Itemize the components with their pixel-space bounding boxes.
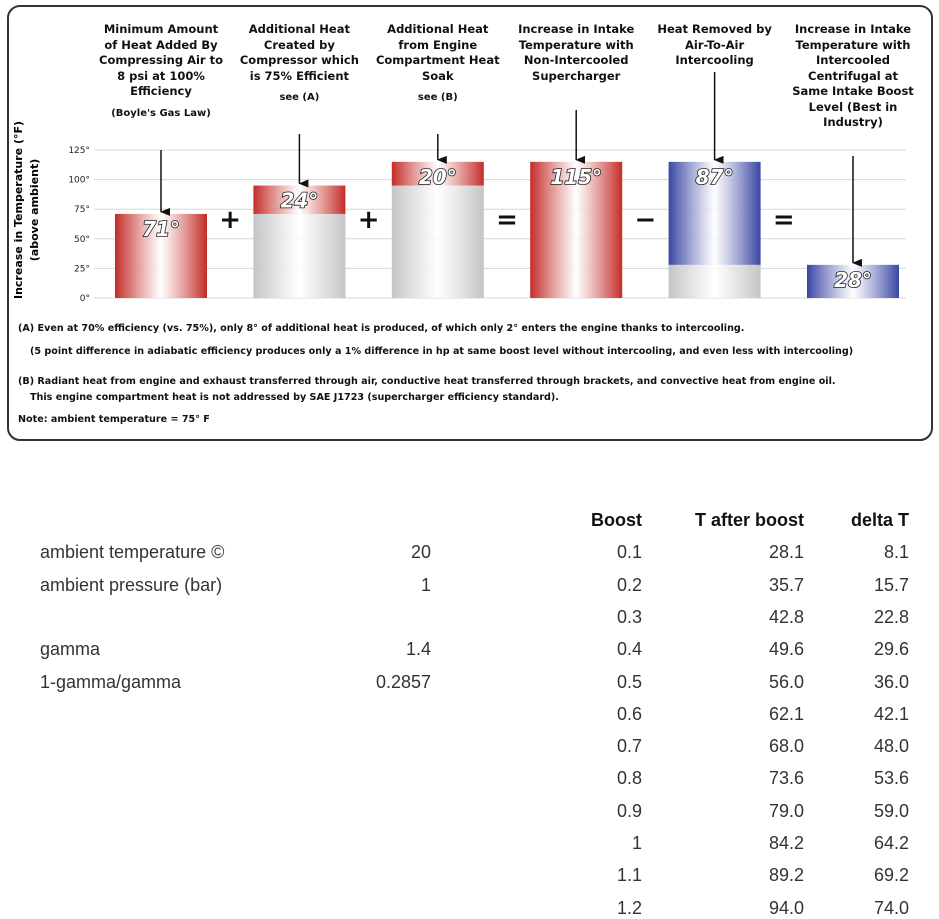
table-cell: 0.3 — [616, 606, 642, 627]
param-value: 1.4 — [405, 639, 431, 660]
category-label: Minimum Amount of Heat Added By Compress… — [99, 22, 223, 98]
y-tick-label: 0° — [80, 294, 90, 304]
category-note: see (B) — [417, 92, 458, 103]
table-cell: 73.6 — [768, 768, 804, 789]
category-label: Increase in Intake Temperature with Non-… — [518, 22, 635, 83]
table-cell: 0.5 — [616, 671, 642, 692]
bar — [253, 185, 346, 214]
table-header: delta T — [850, 510, 909, 530]
table-cell: 0.8 — [616, 768, 642, 789]
operator: + — [358, 205, 380, 235]
table-cell: 1.1 — [616, 865, 642, 886]
table-cell: 94.0 — [768, 897, 804, 918]
category-header: Increase in Intake Temperature with Inte… — [789, 22, 917, 131]
category-note: see (A) — [279, 92, 320, 103]
table-cell: 62.1 — [768, 703, 804, 724]
param-value: 1 — [420, 574, 431, 595]
table-cell: 79.0 — [768, 800, 804, 821]
value-label: 71° — [142, 217, 180, 241]
y-tick-label: 25° — [74, 264, 90, 274]
bar — [115, 213, 207, 298]
table-cell: 56.0 — [768, 671, 804, 692]
table-cell: 42.8 — [768, 606, 804, 627]
param-label: ambient pressure (bar) — [40, 574, 223, 595]
table-cell: 64.2 — [873, 833, 909, 853]
category-note: (Boyle's Gas Law) — [111, 107, 211, 119]
table-cell: 22.8 — [873, 606, 909, 627]
table-cell: 15.7 — [873, 574, 909, 595]
table-cell: 68.0 — [768, 736, 804, 757]
y-axis-label: Increase in Temperature (°F) — [12, 121, 25, 299]
value-label: 20° — [419, 165, 457, 189]
table-cell: 36.0 — [873, 671, 909, 692]
table-cell: 42.1 — [873, 703, 909, 724]
footnote: (B) Radiant heat from engine and exhaust… — [18, 376, 836, 387]
table-cell: 8.1 — [883, 542, 909, 563]
footnote: (A) Even at 70% efficiency (vs. 75%), on… — [18, 323, 744, 334]
param-value: 0.2857 — [375, 671, 431, 692]
operator: − — [635, 205, 657, 235]
footnote: This engine compartment heat is not addr… — [30, 392, 559, 403]
category-header: Minimum Amount of Heat Added By Compress… — [97, 22, 225, 121]
footnote: (5 point difference in adiabatic efficie… — [30, 346, 853, 357]
category-label: Additional Heat from Engine Compartment … — [375, 22, 500, 83]
y-tick-label: 125° — [68, 146, 90, 156]
table-cell: 1 — [631, 833, 642, 853]
table-cell: 48.0 — [873, 736, 909, 757]
category-label: Additional Heat Created by Compressor wh… — [239, 22, 359, 83]
operator: = — [773, 205, 795, 235]
table-cell: 49.6 — [768, 639, 804, 660]
table-cell: 89.2 — [768, 865, 804, 886]
value-label: 87° — [696, 165, 734, 189]
base-segment — [668, 264, 761, 298]
table-cell: 0.2 — [616, 574, 642, 595]
operator: = — [496, 205, 518, 235]
table-cell: 35.7 — [768, 574, 804, 595]
table-cell: 0.4 — [616, 639, 642, 660]
table-header: T after boost — [694, 510, 804, 530]
table-cell: 74.0 — [873, 897, 909, 918]
value-label: 28° — [834, 268, 872, 292]
category-header: Increase in Intake Temperature with Non-… — [512, 22, 640, 84]
table-cell: 53.6 — [873, 768, 909, 789]
category-label: Heat Removed by Air-To-Air Intercooling — [657, 22, 772, 67]
table-cell: 29.6 — [873, 639, 909, 660]
table-cell: 0.1 — [616, 542, 642, 563]
category-header: Additional Heat Created by Compressor wh… — [235, 22, 363, 106]
footnote: Note: ambient temperature = 75° F — [18, 414, 210, 425]
y-tick-label: 75° — [74, 205, 90, 215]
table-cell: 0.9 — [616, 800, 642, 821]
table-header: Boost — [591, 510, 642, 530]
table-cell: 84.2 — [768, 833, 804, 853]
param-label: ambient temperature © — [40, 542, 225, 563]
bar — [668, 161, 761, 265]
base-segment — [253, 213, 346, 298]
table-cell: 69.2 — [873, 865, 909, 886]
bar — [807, 264, 899, 298]
y-axis-label-note: (above ambient) — [28, 159, 41, 261]
param-label: gamma — [40, 639, 101, 660]
bar — [391, 161, 484, 186]
table-cell: 0.6 — [616, 703, 642, 724]
value-label: 24° — [280, 189, 318, 213]
base-segment — [391, 185, 484, 298]
category-label: Increase in Intake Temperature with Inte… — [792, 22, 914, 129]
value-label: 115° — [550, 165, 602, 189]
category-header: Heat Removed by Air-To-Air Intercooling — [651, 22, 779, 69]
chart: Increase in Temperature (°F) (above ambi… — [7, 5, 933, 441]
bar — [530, 161, 623, 298]
category-header: Additional Heat from Engine Compartment … — [374, 22, 502, 106]
param-value: 20 — [410, 542, 431, 563]
table-cell: 28.1 — [768, 542, 804, 563]
y-tick-label: 100° — [68, 176, 90, 186]
table-cell: 0.7 — [616, 736, 642, 757]
param-label: 1-gamma/gamma — [40, 671, 182, 692]
operator: + — [219, 205, 241, 235]
y-tick-label: 50° — [74, 235, 90, 245]
table-cell: 59.0 — [873, 800, 909, 821]
table-cell: 1.2 — [616, 897, 642, 918]
